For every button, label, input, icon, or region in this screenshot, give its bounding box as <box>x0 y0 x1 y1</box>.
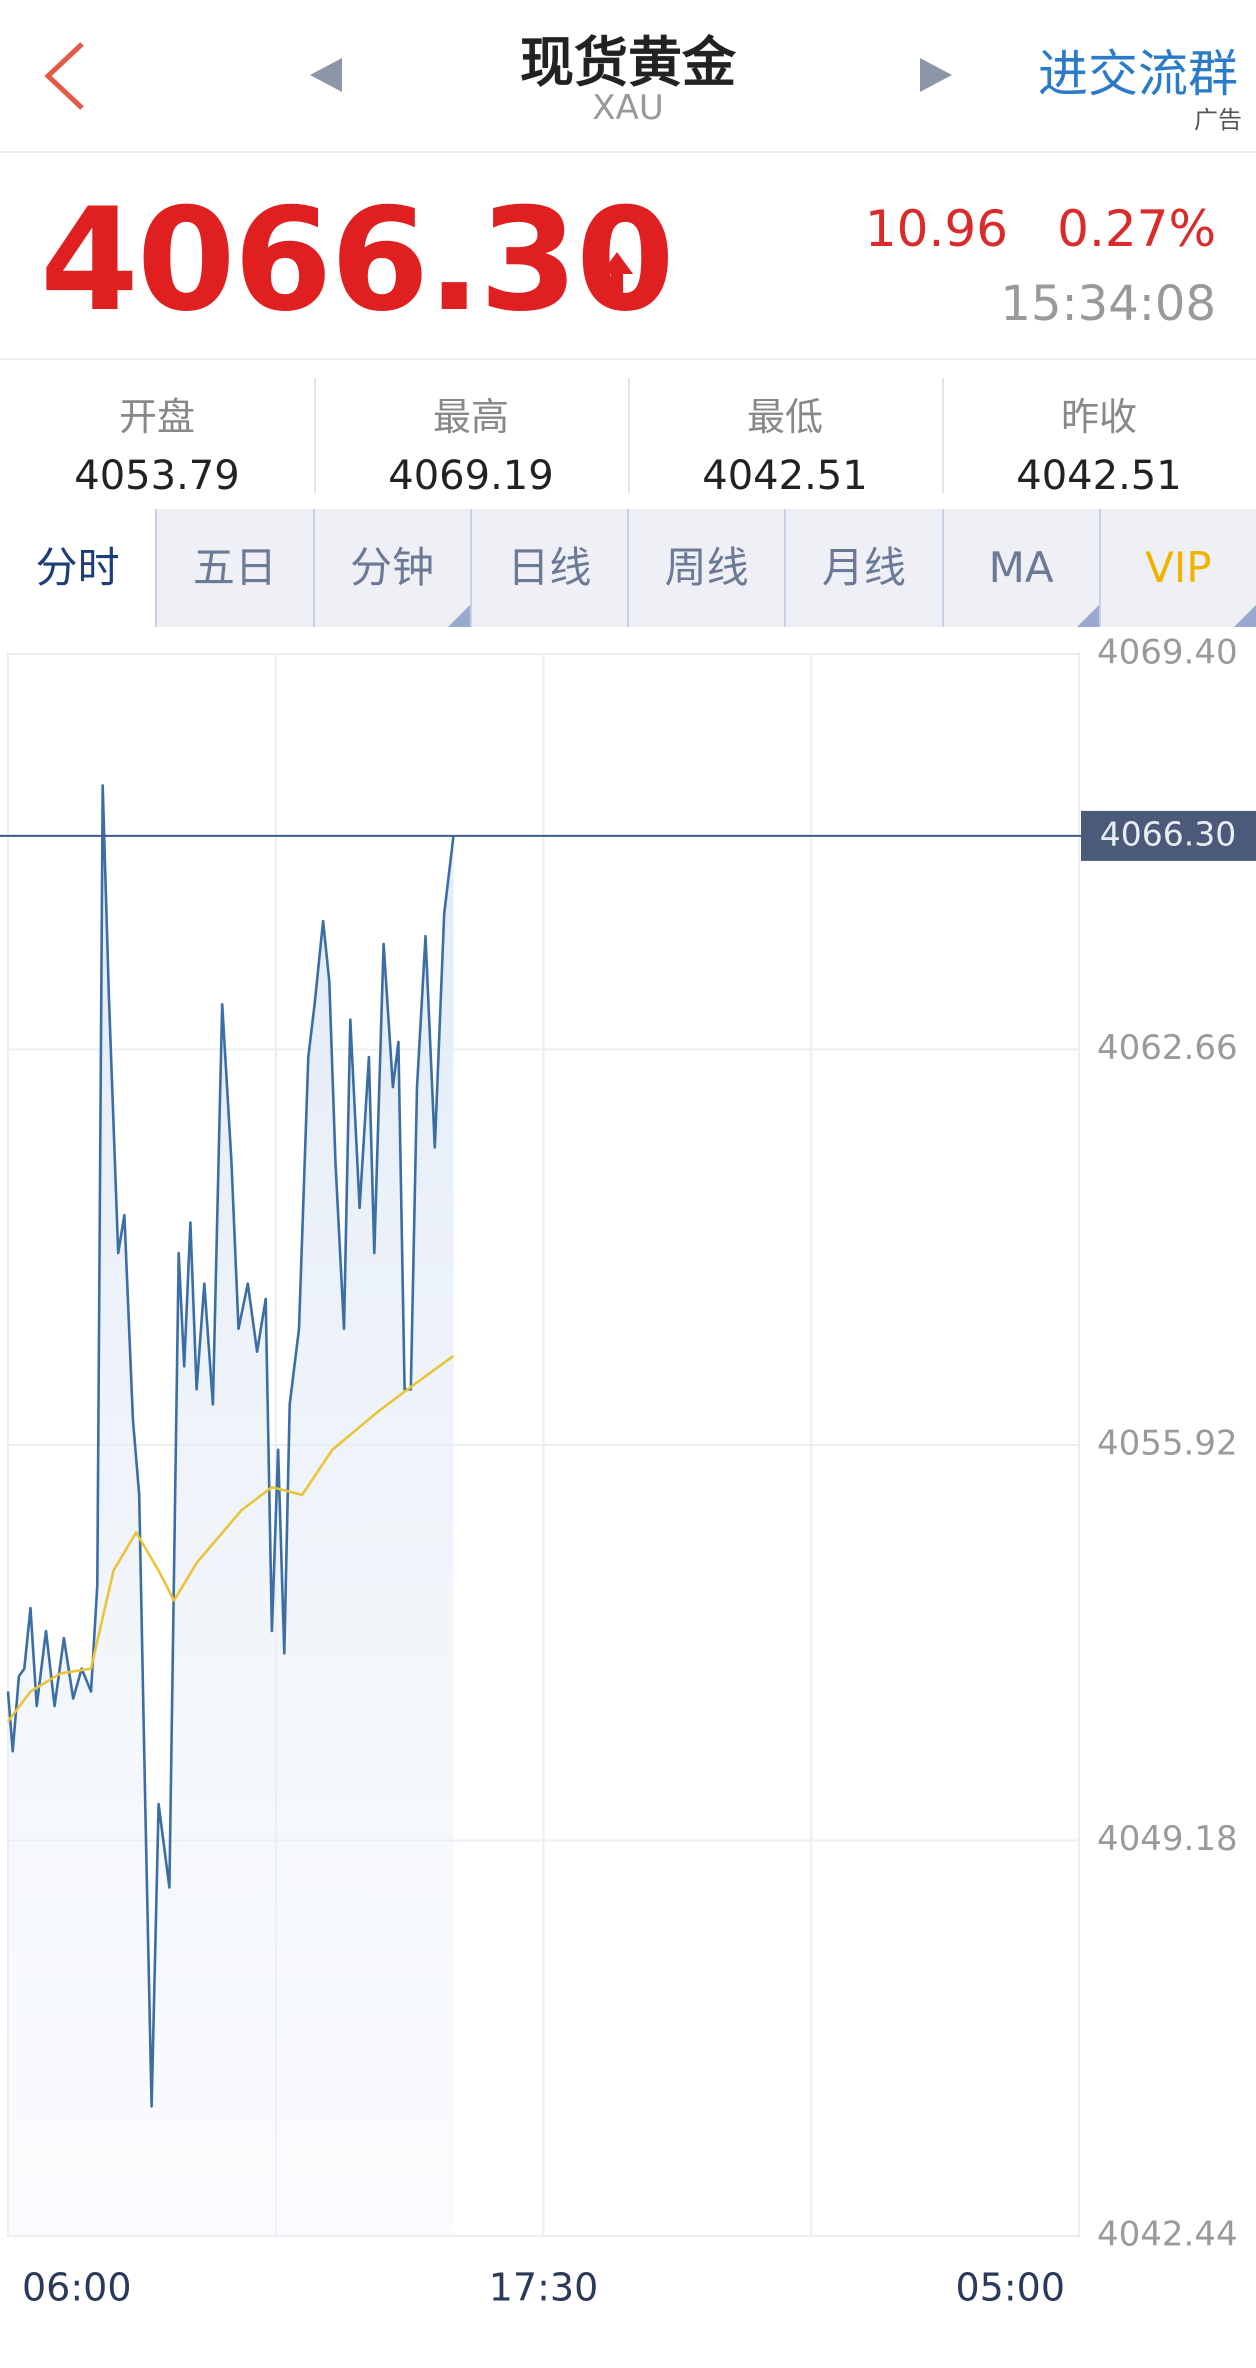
y-tick-label: 4042.44 <box>1097 2215 1238 2255</box>
title: 现货黄金 <box>520 31 736 94</box>
area-fill <box>8 785 454 2236</box>
up-arrow <box>601 252 633 300</box>
tab[interactable]: 五日 <box>155 509 312 627</box>
change-pct: 0.27% <box>1057 200 1216 258</box>
tab[interactable]: 周线 <box>627 509 784 627</box>
prev-button[interactable] <box>308 56 344 94</box>
next-button[interactable] <box>918 56 954 94</box>
tab[interactable]: VIP <box>1098 509 1256 627</box>
stat-value: 4053.79 <box>74 453 240 499</box>
tab[interactable]: 日线 <box>469 509 627 627</box>
stat-value: 4042.51 <box>702 453 868 499</box>
stat: 昨收 4042.51 <box>942 360 1256 511</box>
tab[interactable]: 分时 <box>0 509 156 627</box>
quote-time: 15:34:08 <box>1000 276 1216 332</box>
x-tick-label: 05:00 <box>955 2266 1065 2310</box>
y-tick-label: 4069.40 <box>1097 633 1238 673</box>
stat: 最低 4042.51 <box>628 360 942 511</box>
stat-label: 最高 <box>432 395 509 439</box>
line <box>6 784 455 2108</box>
stat-label: 昨收 <box>1060 395 1137 439</box>
ad-label: 广告 <box>1194 106 1242 134</box>
x-tick-label: 06:00 <box>22 2266 132 2310</box>
price: 4066.30 <box>40 178 675 343</box>
y-tick-label: 4062.66 <box>1097 1028 1238 1068</box>
tab[interactable]: 月线 <box>784 509 941 627</box>
symbol: XAU <box>592 88 664 128</box>
back-button[interactable] <box>40 40 90 112</box>
current-label: 4066.30 <box>1100 814 1236 853</box>
x-tick-label: 17:30 <box>489 2266 599 2310</box>
tabs: 分时 五日 分钟 日线 周线 月线 MA VIP <box>0 509 1256 627</box>
stat: 最高 4069.19 <box>314 360 628 511</box>
stat-label: 最低 <box>746 395 823 439</box>
tab[interactable]: 分钟 <box>312 509 471 627</box>
header: 现货黄金 XAU 进交流群 广告 <box>0 0 1256 153</box>
y-tick-label: 4049.18 <box>1097 1819 1238 1859</box>
plot-frame <box>7 653 1080 2237</box>
line <box>6 1354 455 1723</box>
stat-label: 开盘 <box>118 395 195 439</box>
stat: 开盘 4053.79 <box>0 360 314 511</box>
current-tag <box>1081 810 1256 861</box>
stats: 开盘 4053.79 最高 4069.19 最低 4042.51 昨收 4042.51 <box>0 358 1256 511</box>
y-tick-label: 4055.92 <box>1097 1424 1238 1464</box>
stat-value: 4042.51 <box>1016 453 1182 499</box>
tab[interactable]: MA <box>941 509 1100 627</box>
change: 10.96 <box>864 200 1008 258</box>
stat-value: 4069.19 <box>388 453 554 499</box>
group-link[interactable]: 进交流群 <box>1038 45 1238 103</box>
